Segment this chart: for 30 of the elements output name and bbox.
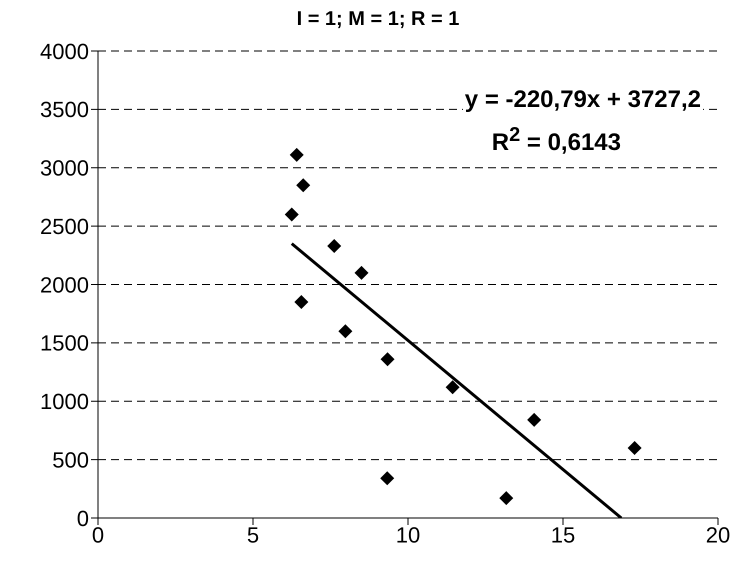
point: [354, 266, 368, 280]
point: [628, 440, 642, 455]
x-tick-label: 15: [550, 522, 576, 548]
point: [284, 207, 299, 222]
point: [294, 295, 308, 310]
point: [327, 238, 342, 253]
y-tick-label: 3000: [40, 156, 89, 181]
x-tick-label: 5: [246, 522, 260, 548]
x-tick-label: 20: [706, 522, 730, 548]
point: [380, 471, 394, 486]
y-tick-label: 1000: [40, 389, 89, 414]
y-tick-label: 4000: [40, 38, 89, 64]
y-tick-label: 2500: [40, 214, 89, 239]
point: [380, 352, 395, 366]
y-tick-label: 2000: [40, 272, 89, 298]
y-tick-label: 3500: [40, 97, 89, 122]
point: [338, 324, 352, 338]
y-tick-label: 1500: [40, 330, 89, 356]
y-tick-label: 0: [76, 506, 89, 531]
point: [296, 178, 310, 192]
x-tick-label: 0: [92, 522, 104, 548]
y-tick-label: 500: [52, 447, 89, 472]
point: [446, 380, 460, 394]
annotation: y = -220,79x + 3727,2: [462, 86, 703, 114]
x-tick-label: 10: [396, 522, 420, 548]
point: [527, 412, 542, 427]
point: [499, 491, 514, 506]
chart-title: I = 1; M = 1; R = 1: [296, 8, 460, 31]
annotation: R$^{2}$ = 0,6143: [490, 124, 623, 157]
point: [290, 148, 304, 162]
